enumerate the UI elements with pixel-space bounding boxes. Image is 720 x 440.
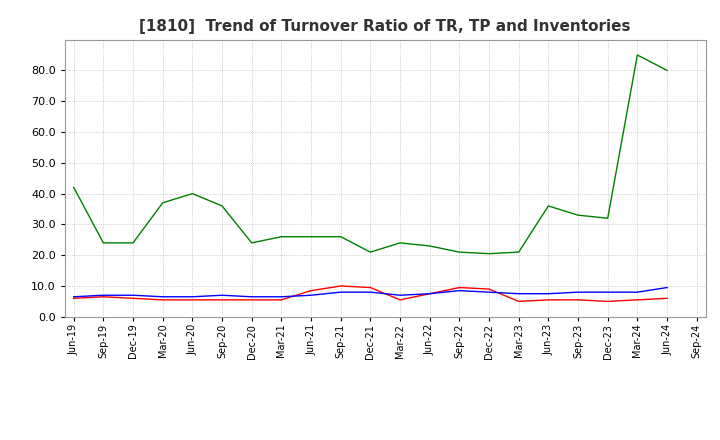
Trade Payables [485, 290, 493, 295]
Trade Payables [366, 290, 374, 295]
Inventories [277, 234, 286, 239]
Inventories [396, 240, 405, 246]
Trade Receivables [633, 297, 642, 303]
Trade Payables [336, 290, 345, 295]
Trade Receivables [277, 297, 286, 303]
Trade Receivables [544, 297, 553, 303]
Trade Receivables [603, 299, 612, 304]
Inventories [455, 249, 464, 255]
Trade Receivables [336, 283, 345, 289]
Trade Payables [396, 293, 405, 298]
Inventories [514, 249, 523, 255]
Inventories [633, 52, 642, 58]
Trade Payables [248, 294, 256, 299]
Inventories [366, 249, 374, 255]
Inventories [69, 185, 78, 190]
Trade Payables [426, 291, 434, 297]
Trade Payables [69, 294, 78, 299]
Line: Inventories: Inventories [73, 55, 667, 253]
Inventories [307, 234, 315, 239]
Trade Receivables [307, 288, 315, 293]
Trade Payables [574, 290, 582, 295]
Trade Receivables [574, 297, 582, 303]
Trade Receivables [455, 285, 464, 290]
Trade Payables [277, 294, 286, 299]
Trade Receivables [188, 297, 197, 303]
Trade Payables [455, 288, 464, 293]
Inventories [426, 243, 434, 249]
Trade Receivables [129, 296, 138, 301]
Inventories [158, 200, 167, 205]
Trade Payables [307, 293, 315, 298]
Inventories [129, 240, 138, 246]
Trade Receivables [662, 296, 671, 301]
Trade Payables [633, 290, 642, 295]
Trade Receivables [426, 291, 434, 297]
Trade Payables [217, 293, 226, 298]
Trade Payables [188, 294, 197, 299]
Trade Payables [603, 290, 612, 295]
Inventories [248, 240, 256, 246]
Trade Receivables [248, 297, 256, 303]
Trade Receivables [396, 297, 405, 303]
Line: Trade Receivables: Trade Receivables [73, 286, 667, 301]
Inventories [336, 234, 345, 239]
Trade Receivables [485, 286, 493, 292]
Inventories [662, 68, 671, 73]
Inventories [485, 251, 493, 256]
Trade Receivables [366, 285, 374, 290]
Trade Payables [99, 293, 108, 298]
Trade Receivables [69, 296, 78, 301]
Title: [1810]  Trend of Turnover Ratio of TR, TP and Inventories: [1810] Trend of Turnover Ratio of TR, TP… [140, 19, 631, 34]
Trade Payables [514, 291, 523, 297]
Trade Receivables [158, 297, 167, 303]
Trade Payables [662, 285, 671, 290]
Trade Receivables [99, 294, 108, 299]
Trade Payables [544, 291, 553, 297]
Inventories [574, 213, 582, 218]
Trade Payables [129, 293, 138, 298]
Inventories [544, 203, 553, 209]
Trade Receivables [217, 297, 226, 303]
Inventories [188, 191, 197, 196]
Inventories [217, 203, 226, 209]
Line: Trade Payables: Trade Payables [73, 288, 667, 297]
Trade Receivables [514, 299, 523, 304]
Inventories [99, 240, 108, 246]
Trade Payables [158, 294, 167, 299]
Inventories [603, 216, 612, 221]
